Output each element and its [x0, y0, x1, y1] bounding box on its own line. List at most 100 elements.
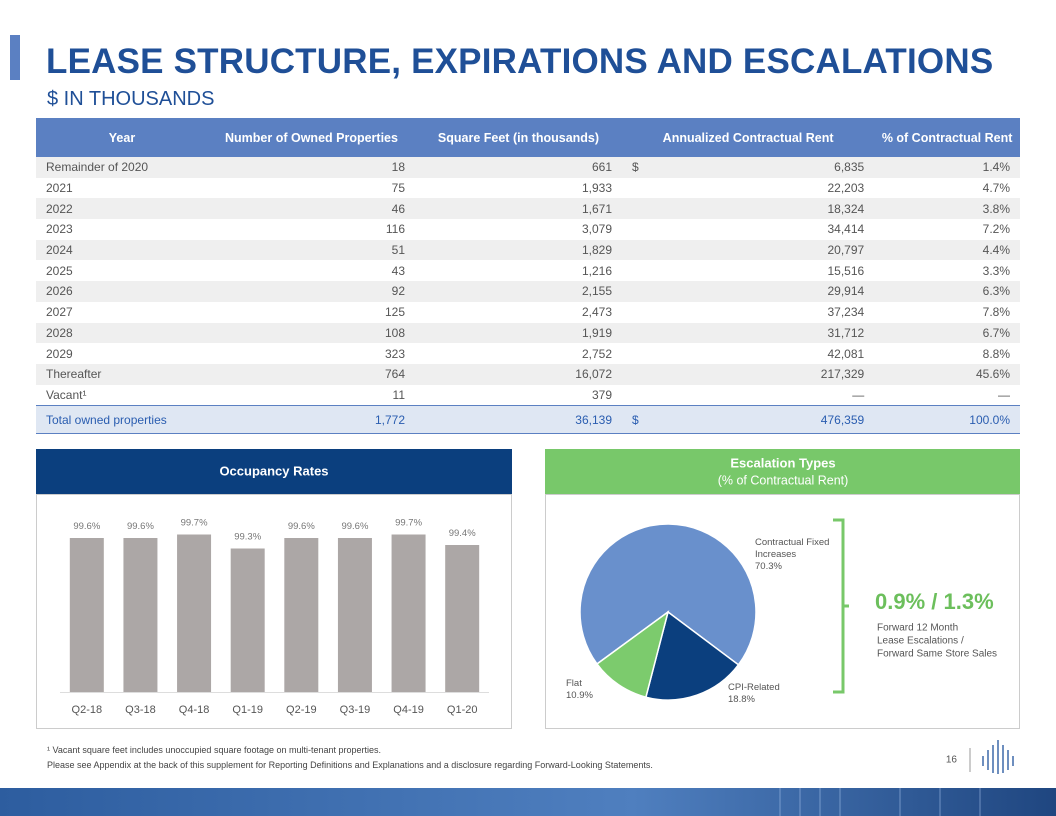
- pie-slice: [579, 523, 757, 666]
- pie-value-label: 70.3%: [755, 561, 782, 572]
- lease-table: Year Number of Owned Properties Square F…: [36, 118, 1020, 435]
- table-cell: 43: [391, 263, 405, 278]
- callout-caption: Forward 12 Month: [877, 623, 958, 634]
- table-row: 2026 92 2,155 29,914 6.3%: [36, 281, 1020, 302]
- table-cell: 16,072: [415, 363, 622, 385]
- table-cell: 3,079: [581, 222, 612, 237]
- subtitle: $ IN THOUSANDS: [47, 88, 215, 110]
- pie-category: Contractual Fixed Increases: [755, 537, 830, 560]
- bar-title: Occupancy Rates: [219, 463, 328, 478]
- footnote: ¹ Vacant square feet includes unoccupied…: [47, 745, 382, 755]
- value-label: 99.4%: [449, 528, 476, 539]
- table-cell: 29,914: [652, 281, 875, 302]
- pie-value-label: 18.8%: [728, 694, 755, 705]
- table-cell: 11: [392, 387, 405, 402]
- page-number: 16: [946, 755, 958, 766]
- table-row: Remainder of 2020 18 661 $6,835 1.4%: [36, 157, 1020, 178]
- table-row: 2025 43 1,216 15,516 3.3%: [36, 260, 1020, 281]
- column-header: Number of Owned Properties: [208, 118, 415, 157]
- pie-slice: [644, 610, 740, 701]
- table-cell: 2029: [46, 346, 73, 361]
- table-cell: 2026: [36, 281, 208, 302]
- table-cell: 2022: [36, 198, 208, 220]
- table-row: 2022 46 1,671 18,324 3.8%: [36, 198, 1020, 220]
- table-cell: 2021: [46, 181, 73, 196]
- table-cell: 6.7%: [874, 322, 1020, 344]
- footer-pattern: [779, 788, 981, 816]
- bar: [391, 534, 426, 692]
- x-tick-label: Q3-19: [340, 704, 371, 716]
- table-row: Total owned properties 1,772 36,139 $476,35…: [36, 405, 1020, 435]
- bar: [284, 538, 319, 692]
- x-tick-label: Q3-18: [125, 704, 156, 716]
- table-cell: 764: [208, 363, 415, 385]
- table-cell: 7.2%: [982, 222, 1010, 237]
- pie-label: CPI-Related 18.8%: [728, 682, 808, 706]
- table-cell: $: [622, 157, 652, 178]
- table-cell: 2024: [36, 239, 208, 261]
- x-tick-label: Q2-18: [72, 704, 103, 716]
- table-cell: [622, 302, 652, 323]
- table-cell: 51: [208, 239, 415, 261]
- value-label: 99.6%: [127, 521, 154, 532]
- table-cell: —: [852, 387, 865, 402]
- table-cell: 1,216: [581, 263, 612, 278]
- table-cell: 1,829: [415, 239, 622, 261]
- pie-label: Flat 10.9%: [566, 678, 646, 702]
- table-cell: 1,772: [208, 405, 415, 435]
- table-cell: 3.3%: [982, 263, 1010, 278]
- column-header: Square Feet (in thousands): [415, 118, 622, 157]
- table-cell: 92: [208, 281, 415, 302]
- x-tick-label: Q1-20: [447, 704, 478, 716]
- table-cell: 1,919: [415, 322, 622, 344]
- column-header: Year: [36, 118, 208, 157]
- table-cell: 22,203: [827, 181, 865, 196]
- pie-label: Contractual Fixed Increases 70.3%: [755, 537, 835, 573]
- table-row: 2021 75 1,933 22,203 4.7%: [36, 178, 1020, 199]
- table-row: 2027 125 2,473 37,234 7.8%: [36, 302, 1020, 323]
- table-cell: 7.8%: [982, 305, 1010, 320]
- value-label: 99.7%: [181, 518, 208, 529]
- table-cell: 2025: [46, 263, 73, 278]
- table-cell: [622, 260, 652, 281]
- table-body: Remainder of 2020 18 661 $6,835 1.4% 2021 75 1,…: [36, 157, 1020, 435]
- pie-category: Flat: [566, 678, 582, 689]
- column-header: % of Contractual Rent: [874, 118, 1020, 157]
- value-label: 99.7%: [395, 518, 422, 529]
- logo: [982, 740, 1014, 774]
- x-tick-label: Q2-19: [286, 704, 317, 716]
- table-cell: [622, 178, 652, 199]
- pie-panel: [545, 494, 1020, 729]
- table-cell: [622, 363, 652, 385]
- bar: [445, 545, 480, 692]
- table-cell: Thereafter: [36, 363, 208, 385]
- bar: [123, 538, 158, 692]
- table-cell: [622, 322, 652, 344]
- x-tick-label: Q4-18: [179, 704, 210, 716]
- header-row: Year Number of Owned Properties Square F…: [36, 118, 1020, 157]
- bracket: [833, 518, 849, 694]
- column-header: Annualized Contractual Rent: [622, 118, 875, 157]
- table-row: Thereafter 764 16,072 217,329 45.6%: [36, 363, 1020, 385]
- table-cell: 15,516: [827, 263, 865, 278]
- pie-value-label: 10.9%: [566, 690, 593, 701]
- x-tick-label: Q4-19: [393, 704, 424, 716]
- bar-panel: [36, 494, 512, 729]
- table-cell: 6.3%: [874, 281, 1020, 302]
- pie-title: Escalation Types: [730, 455, 835, 470]
- value-label: 99.6%: [341, 521, 368, 532]
- value-label: 99.6%: [73, 521, 100, 532]
- table-cell: 45.6%: [874, 363, 1020, 385]
- table-cell: Total owned properties: [36, 405, 208, 435]
- table-row: 2028 108 1,919 31,712 6.7%: [36, 322, 1020, 344]
- table-cell: 37,234: [827, 305, 865, 320]
- callout-value: 0.9% / 1.3%: [875, 589, 994, 614]
- table-cell: 2,473: [581, 305, 612, 320]
- table-cell: [622, 385, 652, 406]
- pie-category: CPI-Related: [728, 682, 780, 693]
- table-row: Vacant¹ 11 379 — —: [36, 385, 1020, 406]
- table-cell: 476,359: [652, 405, 875, 435]
- footer-band: [0, 788, 1056, 816]
